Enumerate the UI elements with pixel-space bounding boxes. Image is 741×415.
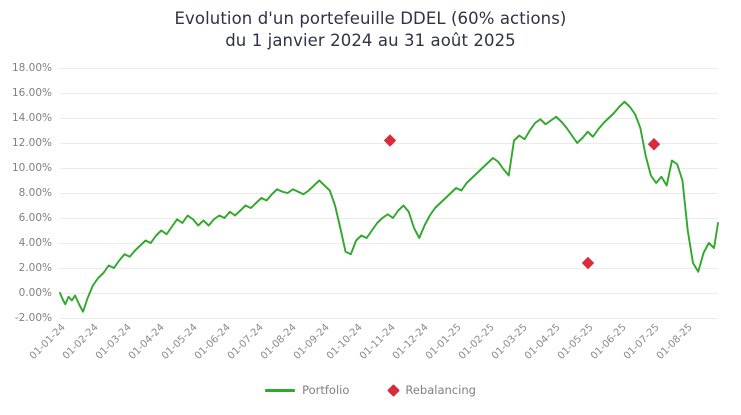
rebalancing-marker bbox=[581, 256, 595, 270]
y-axis-tick-label: 0.00% bbox=[18, 287, 52, 299]
rebalancing-marker bbox=[647, 138, 661, 151]
chart-title-line1: Evolution d'un portefeuille DDEL (60% ac… bbox=[174, 9, 567, 28]
gridline bbox=[60, 243, 718, 244]
plot-area bbox=[60, 68, 718, 319]
legend-label: Portfolio bbox=[302, 383, 350, 397]
gridline bbox=[60, 218, 718, 219]
gridline bbox=[60, 293, 718, 294]
gridline bbox=[60, 93, 718, 94]
y-axis-tick-label: 4.00% bbox=[18, 237, 52, 249]
legend-item[interactable]: Rebalancing bbox=[387, 383, 476, 397]
gridline bbox=[60, 168, 718, 169]
legend-diamond-swatch bbox=[387, 383, 401, 397]
legend-line-swatch bbox=[265, 388, 296, 392]
chart-title: Evolution d'un portefeuille DDEL (60% ac… bbox=[0, 8, 741, 52]
y-axis-tick-label: 6.00% bbox=[18, 212, 52, 224]
legend-item[interactable]: Portfolio bbox=[265, 384, 349, 396]
portfolio-line bbox=[60, 102, 718, 312]
rebalancing-marker bbox=[383, 134, 397, 147]
chart-legend: Portfolio Rebalancing bbox=[0, 383, 741, 397]
y-axis-tick-label: 8.00% bbox=[18, 187, 52, 199]
rebalancing-markers bbox=[383, 134, 661, 270]
y-axis-tick-label: 12.00% bbox=[11, 137, 52, 149]
gridline bbox=[60, 118, 718, 119]
gridline bbox=[60, 268, 718, 269]
y-axis-tick-label: 2.00% bbox=[18, 262, 52, 274]
portfolio-series bbox=[60, 68, 718, 318]
legend-label: Rebalancing bbox=[405, 383, 476, 397]
y-axis-tick-label: 18.00% bbox=[11, 62, 52, 74]
y-axis-tick-label: 14.00% bbox=[11, 112, 52, 124]
gridline bbox=[60, 193, 718, 194]
chart-title-line2: du 1 janvier 2024 au 31 août 2025 bbox=[225, 31, 516, 50]
x-axis-labels: 01-01-24 01-02-24 01-03-24 01-04-24 01-05-24… bbox=[0, 322, 741, 380]
gridline bbox=[60, 68, 718, 69]
y-axis-tick-label: 10.00% bbox=[11, 162, 52, 174]
gridline bbox=[60, 318, 718, 319]
y-axis-tick-label: 16.00% bbox=[11, 87, 52, 99]
y-axis-tick-label: -2.00% bbox=[14, 312, 52, 324]
